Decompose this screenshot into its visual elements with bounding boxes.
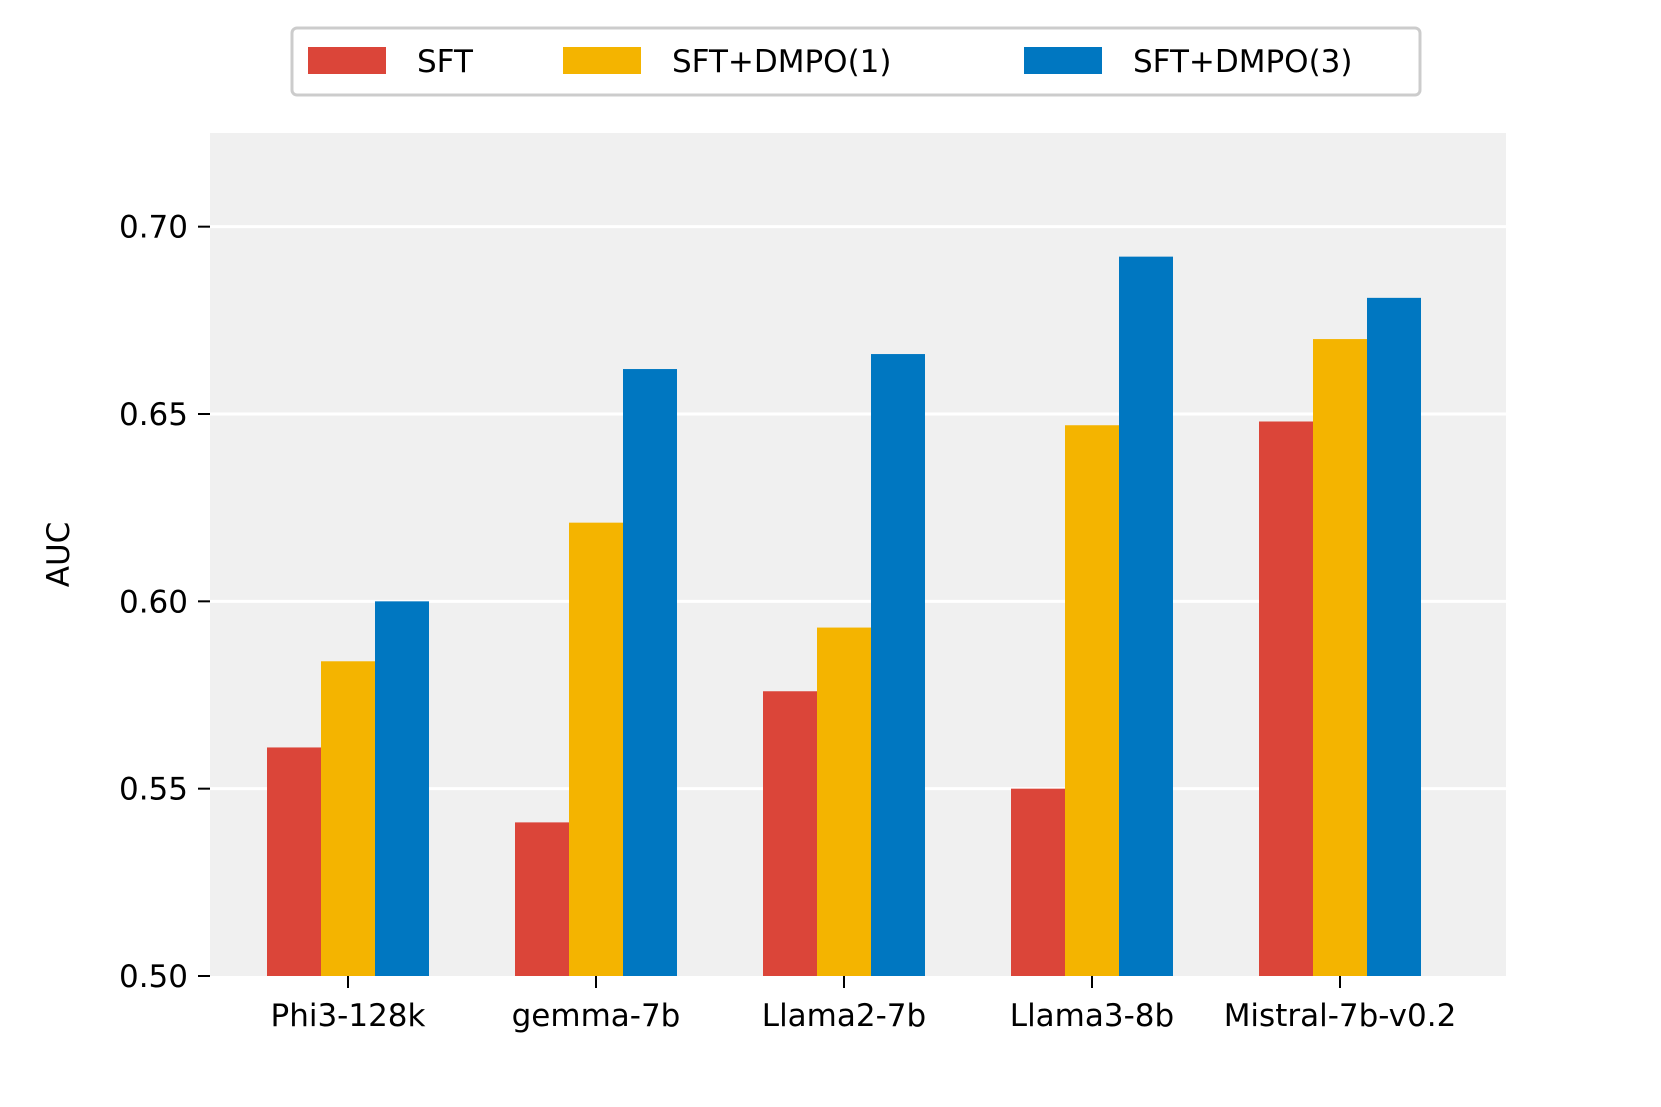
legend: SFT SFT+DMPO(1) SFT+DMPO(3)	[290, 26, 1422, 97]
y-tick-label: 0.65	[119, 397, 188, 433]
legend-label: SFT	[417, 44, 474, 80]
bar-sft-dmpo-3--gemma-7b	[623, 369, 677, 976]
bar-sft-gemma-7b	[515, 822, 569, 976]
bar-sft-dmpo-3--phi3-128k	[375, 601, 429, 976]
legend-swatch	[308, 47, 386, 74]
y-axis-label: AUC	[41, 522, 77, 588]
x-tick-label: gemma-7b	[512, 998, 681, 1034]
bars	[267, 256, 1421, 977]
x-tick-label: Phi3-128k	[271, 998, 426, 1034]
bar-sft-llama2-7b	[763, 691, 817, 976]
bar-sft-dmpo-1--llama3-8b	[1065, 425, 1119, 976]
bar-sft-dmpo-1--gemma-7b	[569, 522, 623, 976]
bar-sft-dmpo-1--mistral-7b-v0-2	[1313, 339, 1367, 977]
bar-sft-dmpo-3--mistral-7b-v0-2	[1367, 297, 1421, 976]
legend-swatch	[563, 47, 641, 74]
bar-sft-dmpo-1--phi3-128k	[321, 661, 375, 976]
legend-swatch	[1024, 47, 1102, 74]
bar-sft-mistral-7b-v0-2	[1259, 421, 1313, 976]
bar-sft-dmpo-3--llama3-8b	[1119, 256, 1173, 976]
y-tick-label: 0.60	[119, 584, 188, 620]
bar-sft-dmpo-3--llama2-7b	[871, 354, 925, 976]
legend-box	[290, 26, 1422, 97]
y-tick-label: 0.55	[119, 772, 188, 808]
x-axis: Phi3-128k gemma-7b Llama2-7b Llama3-8b Mistr…	[271, 976, 1457, 1034]
legend-label: SFT+DMPO(1)	[672, 44, 892, 80]
x-tick-label: Llama3-8b	[1010, 998, 1174, 1034]
y-tick-label: 0.50	[119, 959, 188, 995]
x-tick-label: Llama2-7b	[762, 998, 926, 1034]
bar-sft-phi3-128k	[267, 747, 321, 976]
legend-label: SFT+DMPO(3)	[1133, 44, 1353, 80]
bar-sft-llama3-8b	[1011, 788, 1065, 976]
bar-sft-dmpo-1--llama2-7b	[817, 627, 871, 976]
y-axis: 0.50 0.55 0.60 0.65 0.70	[119, 210, 210, 995]
y-tick-label: 0.70	[119, 210, 188, 246]
x-tick-label: Mistral-7b-v0.2	[1224, 998, 1457, 1034]
